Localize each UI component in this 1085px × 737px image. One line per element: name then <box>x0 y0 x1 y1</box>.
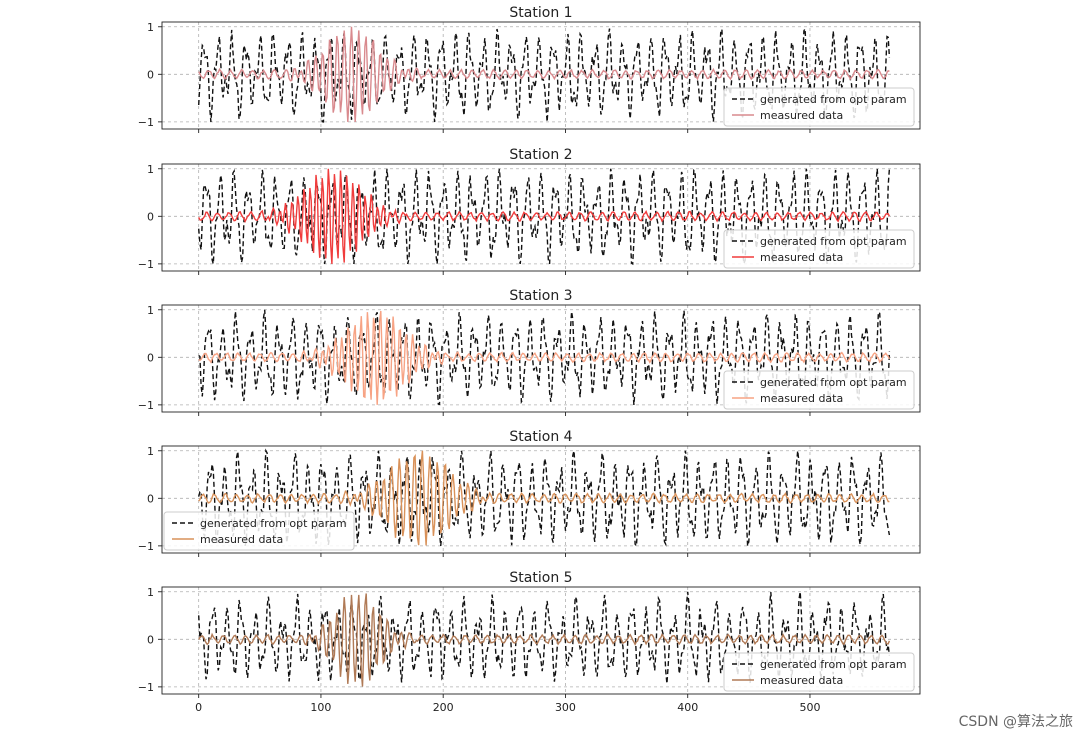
legend-label: generated from opt param <box>760 235 907 248</box>
y-tick-label: −1 <box>138 399 154 412</box>
x-tick-label: 0 <box>195 701 202 714</box>
legend-label: measured data <box>760 392 843 405</box>
panel-title: Station 4 <box>509 429 572 445</box>
panel-1: −1 0 1 Station 1 generated from opt param mea… <box>138 5 921 133</box>
series-line-generated <box>198 26 891 123</box>
legend-box <box>723 229 915 269</box>
y-tick-label: 0 <box>147 68 154 81</box>
legend-label: measured data <box>760 109 843 122</box>
legend: generated from opt param measured data <box>723 370 915 410</box>
y-tick-label: 1 <box>147 21 154 34</box>
axes-frame <box>161 304 921 413</box>
y-tick-label: 1 <box>147 586 154 599</box>
y-tick-label: 1 <box>147 304 154 317</box>
y-tick-label: −1 <box>138 681 154 694</box>
panel-2: −1 0 1 Station 2 generated from opt param mea… <box>138 147 921 275</box>
legend-label: generated from opt param <box>200 517 347 530</box>
legend-label: measured data <box>760 251 843 264</box>
legend-box <box>163 511 355 551</box>
y-tick-label: 1 <box>147 163 154 176</box>
series-line-generated <box>198 309 891 406</box>
panel-4: −1 0 1 Station 4 generated from opt param mea… <box>138 429 921 557</box>
y-tick-label: −1 <box>138 540 154 553</box>
y-tick-label: 0 <box>147 633 154 646</box>
y-tick-label: −1 <box>138 258 154 271</box>
x-tick-label: 400 <box>677 701 698 714</box>
y-tick-label: 0 <box>147 210 154 223</box>
legend: generated from opt param measured data <box>723 87 915 127</box>
panel-3: −1 0 1 Station 3 generated from opt param mea… <box>138 288 921 416</box>
panel-title: Station 1 <box>509 5 572 21</box>
y-tick-label: −1 <box>138 116 154 129</box>
legend: generated from opt param measured data <box>163 511 355 551</box>
legend-box <box>723 370 915 410</box>
x-tick-label: 500 <box>799 701 820 714</box>
axes-frame <box>161 163 921 272</box>
panel-5: −1 0 1 0 100 200 300 400 500 Station 5 generated f… <box>138 570 921 714</box>
legend-label: generated from opt param <box>760 93 907 106</box>
axes-frame <box>161 21 921 130</box>
legend-box <box>723 87 915 127</box>
series-line-measured <box>198 593 891 687</box>
y-tick-label: 1 <box>147 445 154 458</box>
axes-frame <box>161 586 921 695</box>
legend-label: generated from opt param <box>760 658 907 671</box>
series-line-measured <box>198 450 890 546</box>
x-tick-label: 200 <box>433 701 454 714</box>
legend: generated from opt param measured data <box>723 229 915 269</box>
x-tick-label: 100 <box>310 701 331 714</box>
panel-title: Station 3 <box>509 288 572 304</box>
series-line-measured <box>198 310 891 405</box>
legend-label: measured data <box>200 533 283 546</box>
legend: generated from opt param measured data <box>723 652 915 692</box>
y-tick-label: 0 <box>147 351 154 364</box>
y-tick-label: 0 <box>147 492 154 505</box>
panel-title: Station 2 <box>509 147 572 163</box>
x-tick-label: 300 <box>555 701 576 714</box>
legend-label: generated from opt param <box>760 376 907 389</box>
watermark: CSDN @算法之旅 <box>958 714 1073 730</box>
series-line-measured <box>198 26 890 122</box>
series-line-measured <box>198 168 891 264</box>
legend-label: measured data <box>760 674 843 687</box>
panel-title: Station 5 <box>509 570 572 586</box>
axes-frame <box>161 445 921 554</box>
legend-box <box>723 652 915 692</box>
